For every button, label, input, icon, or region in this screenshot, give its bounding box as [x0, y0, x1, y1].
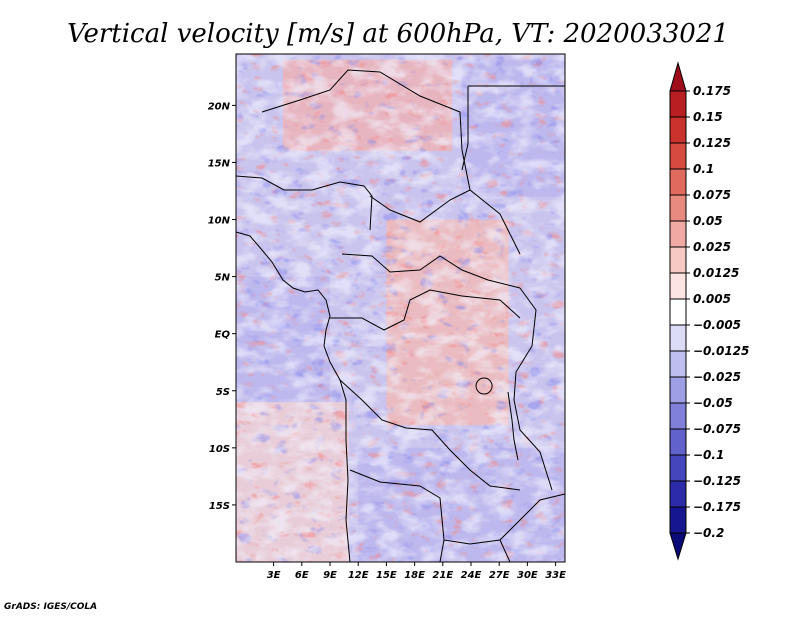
border-drc-south [339, 379, 521, 491]
colorbar-label: 0.125 [693, 136, 731, 150]
footer-credit: GrADS: IGES/COLA [4, 602, 98, 612]
colorbar-swatch [669, 350, 687, 378]
colorbar-label: 0.075 [693, 188, 731, 202]
y-tick-label: 10S [209, 444, 230, 455]
colorbar-label: 0.175 [693, 84, 731, 98]
x-tick-label: 3E [267, 570, 281, 581]
colorbar-label: 0.05 [693, 214, 723, 228]
colorbar-label: −0.125 [693, 474, 741, 488]
x-tick-label: 24E [461, 570, 482, 581]
colorbar-label: 0.025 [693, 240, 731, 254]
y-tick-label: 15N [208, 158, 231, 169]
colorbar-swatch [669, 220, 687, 248]
border-angola [349, 469, 565, 545]
colorbar-label: 0.0125 [693, 266, 739, 280]
colorbar-label: −0.0125 [693, 344, 749, 358]
colorbar-swatch [669, 90, 687, 118]
colorbar: 0.175 0.15 0.125 0.1 0.075 0.05 0.025 0.0125 0.0… [669, 61, 749, 561]
x-tick-label: 15E [376, 570, 397, 581]
border-chad-sudan [369, 189, 521, 255]
y-tick-label: 15S [209, 501, 230, 512]
y-tick-label: EQ [215, 330, 231, 341]
colorbar-label: −0.075 [693, 422, 741, 436]
colorbar-swatch [669, 506, 687, 534]
colorbar-swatch [669, 402, 687, 430]
colorbar-swatch [669, 376, 687, 404]
x-tick-label: 18E [404, 570, 425, 581]
x-tick-label: 27E [489, 570, 510, 581]
colorbar-label: 0.15 [693, 110, 723, 124]
y-tick-label: 20N [208, 101, 231, 112]
colorbar-label: −0.175 [693, 500, 741, 514]
lake-tanganyika [507, 391, 519, 461]
colorbar-label: 0.1 [693, 162, 714, 176]
colorbar-top-arrow [669, 61, 687, 92]
y-tick-label: 10N [208, 216, 231, 227]
border-east-africa [513, 287, 553, 491]
chart-title: Vertical velocity [m/s] at 600hPa, VT: 2… [67, 19, 729, 49]
border-sahara-a [261, 69, 471, 191]
colorbar-swatch [669, 428, 687, 456]
colorbar-swatch [669, 480, 687, 508]
colorbar-swatch [669, 246, 687, 274]
x-tick-label: 21E [432, 570, 453, 581]
plot-area [236, 54, 565, 562]
y-tick-label: 5N [215, 273, 231, 284]
lake-victoria [475, 377, 493, 395]
border-central-african [341, 253, 521, 289]
colorbar-label: 0.005 [693, 292, 731, 306]
colorbar-label: −0.005 [693, 318, 741, 332]
x-tick-label: 33E [545, 570, 566, 581]
colorbar-label: −0.05 [693, 396, 733, 410]
border-congo [330, 289, 521, 331]
colorbar-swatch [669, 116, 687, 144]
x-tick-label: 30E [517, 570, 538, 581]
x-tick-label: 6E [295, 570, 309, 581]
colorbar-label: −0.2 [693, 526, 724, 540]
field-texture-white [236, 54, 565, 562]
coastline-west-africa [236, 231, 331, 317]
colorbar-swatch [669, 324, 687, 352]
colorbar-swatch [669, 142, 687, 170]
colorbar-swatch [669, 298, 687, 326]
border-sahara-b [236, 175, 373, 231]
colorbar-label: −0.025 [693, 370, 741, 384]
colorbar-swatch [669, 168, 687, 196]
y-tick-label: 5S [216, 387, 230, 398]
country-borders [236, 69, 565, 562]
colorbar-bottom-arrow [669, 532, 687, 561]
x-tick-label: 9E [323, 570, 337, 581]
colorbar-swatch [669, 454, 687, 482]
border-zambia [439, 539, 511, 562]
x-axis: 3E 6E 9E 12E 15E 18E 21E 24E 27E 30E 33E [267, 562, 566, 581]
colorbar-swatch [669, 194, 687, 222]
plot-frame [235, 53, 566, 563]
border-egypt-sudan [461, 85, 565, 171]
y-axis: 20N 15N 10N 5N EQ 5S 10S 15S [208, 101, 236, 512]
x-tick-label: 12E [348, 570, 369, 581]
coastline-central-west [323, 315, 351, 562]
colorbar-label: −0.1 [693, 448, 724, 462]
colorbar-swatch [669, 272, 687, 300]
